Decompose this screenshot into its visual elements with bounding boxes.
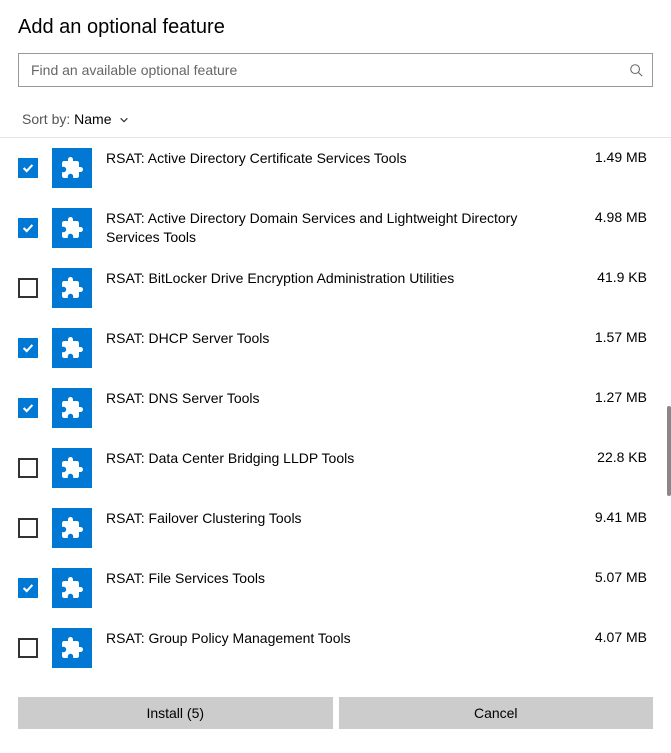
check-icon	[21, 161, 35, 175]
feature-row[interactable]: RSAT: DHCP Server Tools 1.57 MB	[0, 318, 665, 378]
feature-checkbox[interactable]	[18, 338, 38, 358]
feature-name: RSAT: BitLocker Drive Encryption Adminis…	[106, 268, 563, 288]
feature-size: 1.27 MB	[577, 388, 647, 405]
feature-row[interactable]: RSAT: File Services Tools 5.07 MB	[0, 558, 665, 618]
checkbox-container	[18, 628, 38, 668]
feature-name: RSAT: Active Directory Certificate Servi…	[106, 148, 563, 168]
feature-size: 4.07 MB	[577, 628, 647, 645]
feature-row[interactable]: RSAT: Failover Clustering Tools 9.41 MB	[0, 498, 665, 558]
feature-puzzle-icon	[52, 508, 92, 548]
feature-row[interactable]: RSAT: BitLocker Drive Encryption Adminis…	[0, 258, 665, 318]
sort-label: Sort by:	[22, 111, 70, 127]
feature-checkbox[interactable]	[18, 218, 38, 238]
checkbox-container	[18, 388, 38, 428]
feature-name: RSAT: Active Directory Domain Services a…	[106, 208, 563, 247]
feature-name: RSAT: DNS Server Tools	[106, 388, 563, 408]
cancel-button[interactable]: Cancel	[339, 697, 654, 729]
feature-puzzle-icon	[52, 448, 92, 488]
feature-checkbox[interactable]	[18, 518, 38, 538]
page-title: Add an optional feature	[18, 16, 653, 39]
search-icon	[629, 63, 643, 77]
chevron-down-icon	[119, 115, 129, 125]
feature-checkbox[interactable]	[18, 578, 38, 598]
checkbox-container	[18, 508, 38, 548]
feature-puzzle-icon	[52, 148, 92, 188]
feature-checkbox[interactable]	[18, 458, 38, 478]
feature-name: RSAT: Group Policy Management Tools	[106, 628, 563, 648]
feature-row[interactable]: RSAT: DNS Server Tools 1.27 MB	[0, 378, 665, 438]
feature-puzzle-icon	[52, 568, 92, 608]
feature-name: RSAT: File Services Tools	[106, 568, 563, 588]
feature-size: 9.41 MB	[577, 508, 647, 525]
feature-puzzle-icon	[52, 628, 92, 668]
footer-actions: Install (5) Cancel	[0, 685, 671, 753]
feature-row[interactable]: RSAT: Active Directory Domain Services a…	[0, 198, 665, 258]
sort-control[interactable]: Sort by: Name	[0, 97, 671, 137]
scrollbar-thumb[interactable]	[667, 406, 671, 496]
feature-name: RSAT: Data Center Bridging LLDP Tools	[106, 448, 563, 468]
feature-checkbox[interactable]	[18, 278, 38, 298]
feature-puzzle-icon	[52, 268, 92, 308]
feature-size: 22.8 KB	[577, 448, 647, 465]
checkbox-container	[18, 568, 38, 608]
checkbox-container	[18, 448, 38, 488]
search-input[interactable]	[18, 53, 653, 87]
feature-size: 1.57 MB	[577, 328, 647, 345]
check-icon	[21, 341, 35, 355]
check-icon	[21, 401, 35, 415]
check-icon	[21, 581, 35, 595]
feature-puzzle-icon	[52, 208, 92, 248]
feature-checkbox[interactable]	[18, 638, 38, 658]
checkbox-container	[18, 328, 38, 368]
feature-list: RSAT: Active Directory Certificate Servi…	[0, 138, 671, 685]
check-icon	[21, 221, 35, 235]
feature-size: 41.9 KB	[577, 268, 647, 285]
feature-row[interactable]: RSAT: Active Directory Certificate Servi…	[0, 138, 665, 198]
feature-size: 1.49 MB	[577, 148, 647, 165]
feature-row[interactable]: RSAT: Data Center Bridging LLDP Tools 22.…	[0, 438, 665, 498]
feature-row[interactable]: RSAT: Group Policy Management Tools 4.07 …	[0, 618, 665, 678]
feature-checkbox[interactable]	[18, 158, 38, 178]
checkbox-container	[18, 208, 38, 248]
feature-name: RSAT: Failover Clustering Tools	[106, 508, 563, 528]
feature-size: 5.07 MB	[577, 568, 647, 585]
checkbox-container	[18, 148, 38, 188]
checkbox-container	[18, 268, 38, 308]
feature-puzzle-icon	[52, 328, 92, 368]
install-button[interactable]: Install (5)	[18, 697, 333, 729]
feature-checkbox[interactable]	[18, 398, 38, 418]
feature-size: 4.98 MB	[577, 208, 647, 225]
sort-value: Name	[74, 111, 111, 127]
search-field-container	[18, 53, 653, 87]
feature-name: RSAT: DHCP Server Tools	[106, 328, 563, 348]
feature-puzzle-icon	[52, 388, 92, 428]
